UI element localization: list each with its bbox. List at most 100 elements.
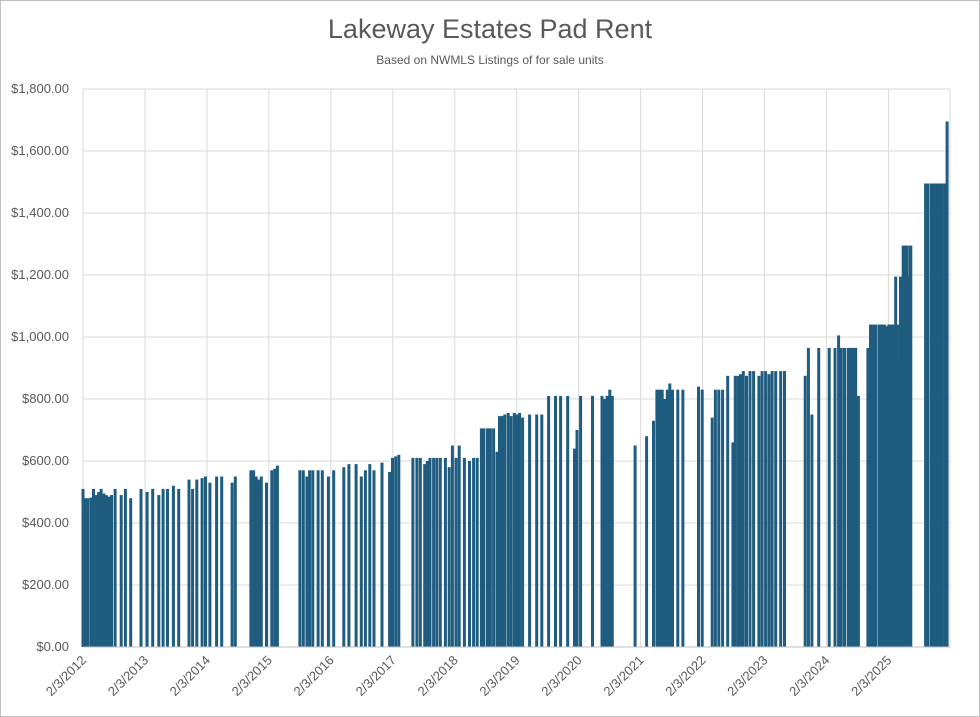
bar (428, 457, 432, 647)
bar (752, 371, 756, 647)
bar (817, 347, 821, 647)
y-tick-label: $800.00 (22, 391, 69, 406)
bar (833, 347, 837, 647)
bar (849, 347, 853, 647)
bar (600, 395, 604, 647)
bar (605, 395, 609, 647)
bar (89, 497, 93, 647)
bar (726, 375, 730, 648)
bar (191, 488, 195, 647)
bar (839, 347, 843, 647)
bar (482, 428, 486, 647)
bar (157, 495, 161, 647)
bar (208, 482, 212, 647)
bar (547, 395, 551, 647)
bar (488, 428, 492, 647)
bar (856, 395, 860, 647)
bar (528, 414, 532, 647)
bar (757, 375, 761, 648)
bar (874, 324, 878, 647)
bar (123, 488, 127, 647)
bar (717, 389, 721, 647)
bar (837, 335, 841, 647)
chart-subtitle: Based on NWMLS Listings of for sale unit… (376, 53, 604, 67)
bar (498, 416, 501, 647)
bar (305, 476, 309, 647)
bar (354, 464, 358, 647)
x-tick-label: 2/3/2020 (538, 653, 584, 699)
bar (425, 461, 429, 647)
bar (676, 389, 680, 647)
bar (774, 371, 778, 647)
y-tick-label: $400.00 (22, 515, 69, 530)
bar (827, 347, 831, 647)
bar (843, 347, 846, 647)
bar (671, 389, 674, 647)
x-tick-label: 2/3/2013 (105, 653, 151, 699)
bar (113, 488, 117, 647)
bar (454, 457, 458, 647)
bar (475, 457, 479, 647)
bar (368, 464, 372, 647)
bar (575, 430, 579, 647)
bar (512, 412, 516, 647)
bar (579, 395, 583, 647)
bar (438, 457, 442, 647)
bar (943, 183, 947, 647)
y-tick-label: $1,600.00 (11, 143, 69, 158)
bar (107, 496, 111, 647)
x-tick-label: 2/3/2023 (724, 653, 770, 699)
bar (866, 347, 870, 647)
bar (298, 470, 302, 647)
bar (265, 482, 268, 647)
bar (731, 442, 735, 647)
bar (391, 457, 394, 647)
bar (233, 476, 237, 647)
bar (215, 476, 219, 647)
x-tick-label: 2/3/2016 (291, 653, 337, 699)
bar (871, 324, 875, 647)
bar (332, 470, 336, 647)
bar (608, 389, 612, 647)
bar (418, 457, 422, 647)
bar (468, 461, 471, 647)
x-tick-label: 2/3/2021 (600, 653, 646, 699)
bar (573, 448, 576, 647)
bar (810, 414, 814, 647)
bar (924, 183, 928, 647)
bar (518, 412, 522, 647)
bar (394, 456, 398, 647)
y-tick-label: $1,400.00 (11, 205, 69, 220)
bar (894, 276, 898, 647)
bar (92, 488, 95, 647)
bar (884, 326, 888, 647)
bar (200, 478, 204, 647)
bar (257, 479, 261, 647)
bar (104, 495, 108, 647)
bar (462, 457, 466, 647)
bar (566, 395, 570, 647)
bar (655, 389, 659, 647)
bar (935, 183, 939, 647)
bar (301, 470, 305, 647)
bar (515, 414, 519, 647)
bar (129, 498, 133, 647)
bar (97, 492, 101, 647)
bar (892, 324, 895, 647)
bar (506, 412, 510, 647)
bar (721, 389, 725, 647)
bar (86, 498, 90, 647)
bar (342, 467, 346, 647)
bar (443, 457, 447, 647)
bar (660, 389, 664, 647)
bar (380, 462, 384, 647)
bar (521, 417, 525, 647)
bar (316, 470, 320, 647)
bar (83, 498, 87, 647)
bar (110, 495, 113, 647)
bar (320, 470, 324, 647)
bar (503, 414, 507, 647)
x-tick-label: 2/3/2025 (848, 653, 894, 699)
bar (535, 414, 539, 647)
